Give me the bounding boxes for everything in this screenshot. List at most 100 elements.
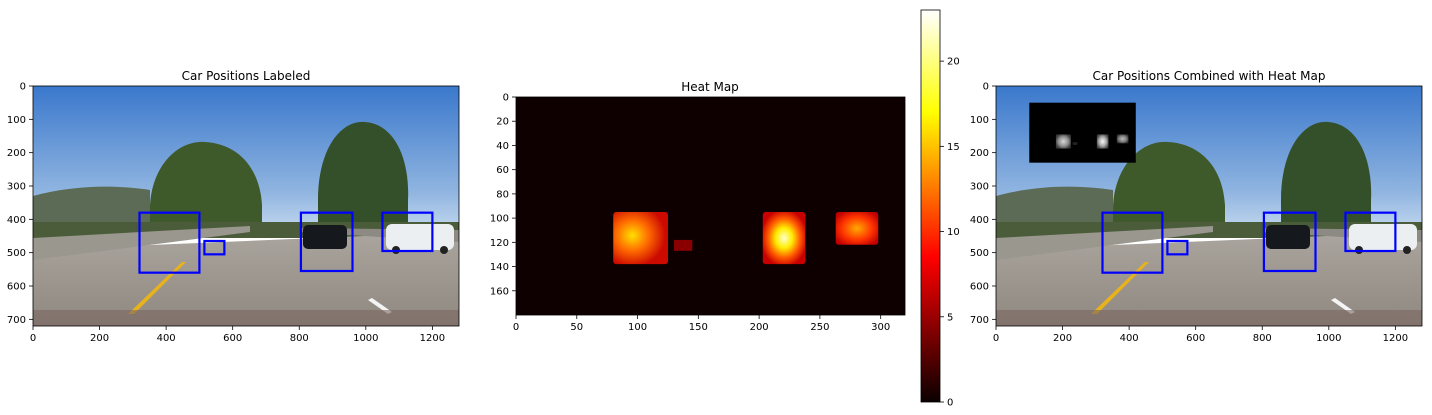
panel3-ticks: 0 200 400 600 800 1000 1200 0 100 200 300 400 500 600… [970, 82, 1408, 345]
heat-blob [674, 239, 693, 251]
colorbar-ticks: 0 5 10 15 20 [940, 57, 960, 409]
car-bounding-box [1344, 211, 1397, 253]
inset-heat-blob [1072, 142, 1078, 145]
y-tick-label: 20 [496, 117, 509, 128]
heat-blobs [613, 212, 879, 265]
panel-car-positions-combined: Car Positions Combined with Heat Map 0 20… [970, 69, 1423, 345]
y-tick-label: 500 [7, 248, 26, 259]
car-bounding-box [299, 211, 354, 273]
x-tick-label: 1200 [1383, 333, 1408, 344]
barrier-left [996, 226, 1213, 260]
x-tick-label: 0 [30, 333, 36, 344]
y-tick-label: 600 [970, 282, 989, 293]
bounding-boxes [138, 211, 434, 274]
y-tick-label: 200 [970, 148, 989, 159]
colorbar-tick-label: 15 [947, 142, 960, 153]
car-bounding-box [1166, 239, 1189, 256]
y-tick-label: 160 [490, 286, 509, 297]
road-shadow [996, 310, 1422, 326]
lane-yellow [128, 262, 186, 314]
x-tick-label: 0 [993, 333, 999, 344]
heat-blob [613, 212, 668, 265]
x-tick-label: 800 [290, 333, 309, 344]
car-bounding-box [138, 211, 201, 274]
heat-blob [762, 212, 806, 265]
heat-blob [835, 212, 879, 245]
inset-heat-blob [1116, 134, 1129, 144]
tree-left [1113, 141, 1225, 238]
x-tick-label: 0 [513, 322, 519, 333]
barrier-left [33, 226, 250, 260]
car-white-wheel [440, 246, 448, 254]
y-tick-label: 60 [496, 165, 509, 176]
car-white-wheel [1403, 246, 1411, 254]
x-tick-label: 100 [628, 322, 647, 333]
tree-left [150, 141, 262, 238]
colorbar-gradient [920, 9, 941, 403]
x-tick-label: 200 [1053, 333, 1072, 344]
colorbar-tick-label: 20 [947, 57, 960, 68]
panel2-title: Heat Map [681, 80, 739, 94]
x-tick-label: 1000 [1316, 333, 1341, 344]
car-bounding-box [381, 211, 434, 253]
bounding-boxes [1101, 211, 1397, 274]
road-photo [33, 86, 459, 326]
colorbar-tick-label: 5 [947, 312, 953, 323]
car-bounding-box [1262, 211, 1317, 273]
y-tick-label: 0 [983, 82, 989, 93]
car-white [386, 224, 454, 250]
road-shadow [33, 310, 459, 326]
lane-yellow [1091, 262, 1149, 314]
y-tick-label: 600 [7, 282, 26, 293]
y-tick-label: 700 [970, 315, 989, 326]
x-tick-label: 400 [1120, 333, 1139, 344]
inset-background [1029, 102, 1136, 163]
car-bounding-box [1101, 211, 1164, 274]
x-tick-label: 800 [1253, 333, 1272, 344]
panel2-ticks: 0 50 100 150 200 250 300 0 20 40 60 80 100 120 140 160 [490, 93, 890, 334]
x-tick-label: 50 [570, 322, 583, 333]
y-tick-label: 0 [20, 82, 26, 93]
inset-heat-blob [1096, 134, 1109, 149]
x-tick-label: 200 [750, 322, 769, 333]
y-tick-label: 80 [496, 189, 509, 200]
panel-heat-map: Heat Map 0 50 100 150 200 250 300 0 20 40 60 80 100 1… [490, 80, 906, 334]
y-tick-label: 40 [496, 141, 509, 152]
heatmap-background [516, 97, 905, 315]
x-tick-label: 300 [871, 322, 890, 333]
car-bounding-box [203, 239, 226, 256]
y-tick-label: 100 [490, 214, 509, 225]
panel1-axes-frame [32, 85, 460, 327]
y-tick-label: 400 [970, 215, 989, 226]
tree-right [1281, 121, 1372, 238]
x-tick-label: 400 [157, 333, 176, 344]
car-black [1266, 225, 1310, 249]
y-tick-label: 140 [490, 262, 509, 273]
y-tick-label: 700 [7, 315, 26, 326]
x-tick-label: 600 [223, 333, 242, 344]
tree-right [318, 121, 409, 238]
y-tick-label: 0 [503, 93, 509, 104]
colorbar-tick-label: 10 [947, 227, 960, 238]
y-tick-label: 100 [970, 115, 989, 126]
y-tick-label: 400 [7, 215, 26, 226]
inset-heat-blob [1055, 134, 1071, 149]
panel3-axes-frame [995, 85, 1423, 327]
x-tick-label: 200 [90, 333, 109, 344]
panel-car-positions-labeled: Car Positions Labeled 0 200 400 600 800 1000 1… [7, 69, 460, 345]
x-tick-label: 250 [810, 322, 829, 333]
y-tick-label: 200 [7, 148, 26, 159]
x-tick-label: 600 [1186, 333, 1205, 344]
car-white [1349, 224, 1417, 250]
y-tick-label: 500 [970, 248, 989, 259]
y-tick-label: 300 [970, 182, 989, 193]
panel1-ticks: 0 200 400 600 800 1000 1200 0 100 200 300 400 500 600… [7, 82, 445, 345]
y-tick-label: 300 [7, 182, 26, 193]
y-tick-label: 100 [7, 115, 26, 126]
x-tick-label: 1200 [420, 333, 445, 344]
x-tick-label: 1000 [353, 333, 378, 344]
colorbar-tick-label: 0 [947, 398, 953, 409]
colorbar: 0 5 10 15 20 [920, 9, 960, 409]
heatmap-inset [1029, 102, 1136, 163]
